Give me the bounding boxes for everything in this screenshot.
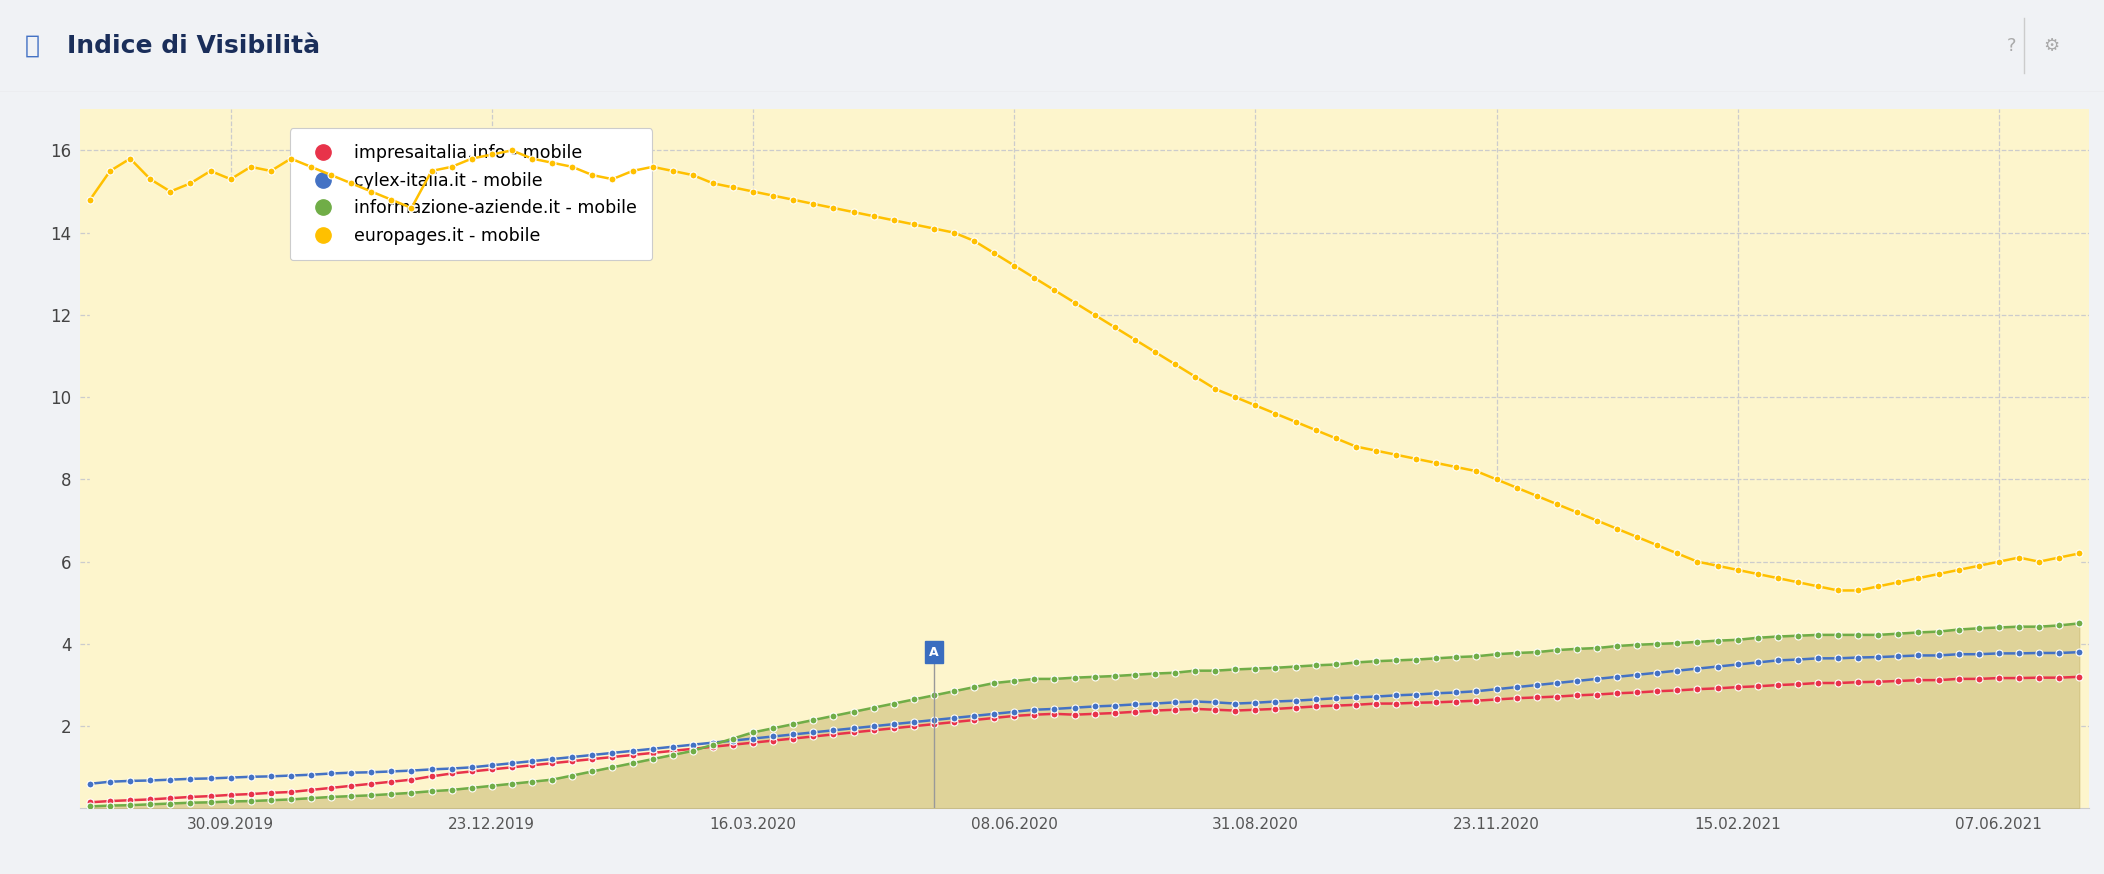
Text: ⚙: ⚙ xyxy=(2043,37,2060,55)
Text: A: A xyxy=(930,646,938,659)
Text: Indice di Visibilità: Indice di Visibilità xyxy=(67,34,320,58)
Text: ?: ? xyxy=(2007,37,2016,55)
Legend: impresaitalia.info - mobile, cylex-italia.it - mobile, informazione-aziende.it -: impresaitalia.info - mobile, cylex-itali… xyxy=(290,128,652,260)
Text: 📊: 📊 xyxy=(25,34,40,58)
